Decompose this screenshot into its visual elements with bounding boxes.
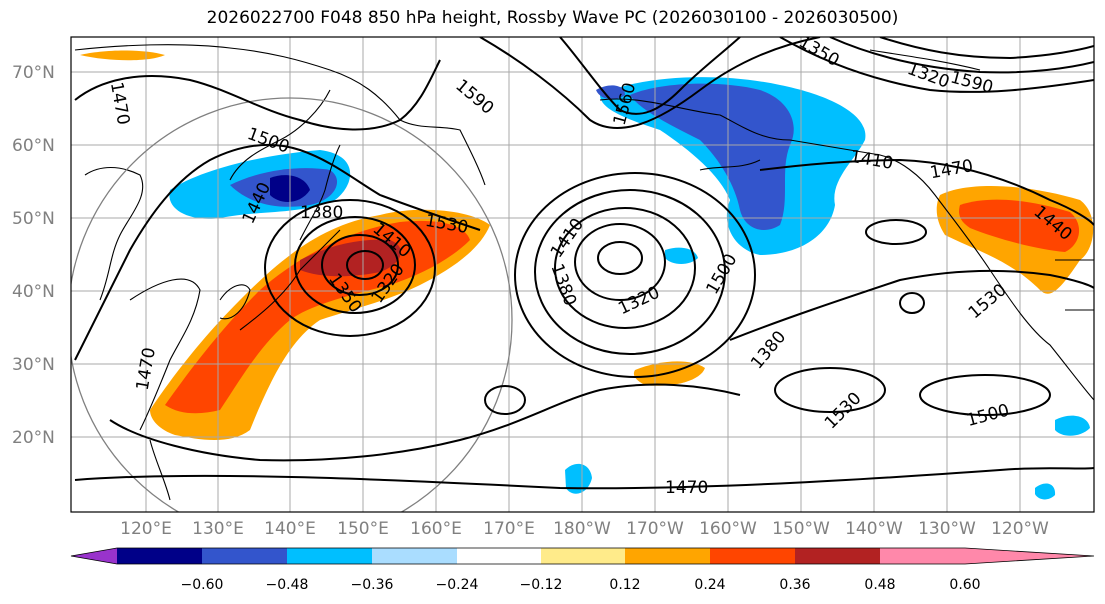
- colorbar-segment: [625, 548, 710, 564]
- longitude-axis: 120°E 130°E 140°E 150°E 160°E 170°E 180°…: [120, 519, 1049, 539]
- contour-label: 1530: [965, 280, 1011, 323]
- contour-label: 1470: [133, 346, 160, 392]
- colorbar-segment: [795, 548, 880, 564]
- colorbar-tick: 0.36: [779, 577, 810, 593]
- colorbar-tick: 0.48: [864, 577, 895, 593]
- lon-label: 130°E: [192, 519, 244, 539]
- contour-label: 1470: [106, 80, 133, 126]
- lon-label: 170°W: [626, 519, 684, 539]
- lat-label: 40°N: [12, 282, 55, 302]
- colorbar-segment: [710, 548, 795, 564]
- lon-label: 130°W: [918, 519, 976, 539]
- colorbar-segment: [372, 548, 457, 564]
- contour-label: 1530: [821, 389, 866, 434]
- colorbar-tick: 0.60: [949, 577, 980, 593]
- lon-label: 180°W: [553, 519, 611, 539]
- latitude-axis: 70°N 60°N 50°N 40°N 30°N 20°N: [12, 63, 55, 448]
- contour-label: 1320: [615, 283, 663, 319]
- lon-label: 140°W: [845, 519, 903, 539]
- lon-label: 160°W: [699, 519, 757, 539]
- lat-label: 30°N: [12, 355, 55, 375]
- colorbar-segment: [287, 548, 372, 564]
- colorbar-tick: −0.48: [266, 577, 309, 593]
- contour-label: 1380: [300, 203, 343, 223]
- lat-label: 60°N: [12, 136, 55, 156]
- colorbar-segment: [965, 548, 1094, 564]
- lon-label: 170°E: [483, 519, 535, 539]
- contour-label: 1470: [929, 156, 975, 183]
- contour-label: 1470: [665, 478, 708, 498]
- shading-layer: [80, 50, 1094, 500]
- contour-label: 1590: [451, 76, 497, 119]
- contour-label: 1410: [849, 147, 895, 174]
- contour-label: 1500: [244, 124, 291, 158]
- colorbar-tick: −0.60: [181, 577, 224, 593]
- lon-label: 150°E: [337, 519, 389, 539]
- colorbar-segment: [117, 548, 202, 564]
- colorbar-tick: −0.24: [436, 577, 479, 593]
- plot-frame: [70, 36, 1095, 513]
- lon-label: 120°E: [120, 519, 172, 539]
- lon-label: 160°E: [410, 519, 462, 539]
- lat-label: 20°N: [12, 428, 55, 448]
- coastlines: [74, 44, 1094, 501]
- colorbar-tick: 0.24: [694, 577, 725, 593]
- colorbar-segment: [880, 548, 965, 564]
- contour-label: 1320: [904, 59, 951, 93]
- contour-label: 1380: [747, 327, 790, 373]
- colorbar-segment: [541, 548, 625, 564]
- highlight-circle: [71, 97, 513, 512]
- colorbar-segment: [457, 548, 541, 564]
- colorbar-segment: [202, 548, 287, 564]
- map-title: 2026022700 F048 850 hPa height, Rossby W…: [206, 8, 899, 28]
- colorbar-segment: [71, 548, 117, 564]
- lat-label: 50°N: [12, 209, 55, 229]
- lon-label: 140°E: [264, 519, 316, 539]
- colorbar-tick: −0.36: [351, 577, 394, 593]
- height-contours: [74, 37, 1094, 490]
- colorbar-tick: −0.12: [520, 577, 563, 593]
- lon-label: 150°W: [772, 519, 830, 539]
- graticule: [71, 37, 1094, 512]
- lon-label: 120°W: [991, 519, 1049, 539]
- lat-label: 70°N: [12, 63, 55, 83]
- colorbar: −0.60 −0.48 −0.36 −0.24 −0.12 0.12 0.24 …: [70, 547, 1095, 593]
- contour-label: 1500: [965, 400, 1012, 431]
- colorbar-tick: 0.12: [609, 577, 640, 593]
- plot-area: 1470 1590 1350 1560 1320 1590 1500 1440 …: [71, 37, 1094, 512]
